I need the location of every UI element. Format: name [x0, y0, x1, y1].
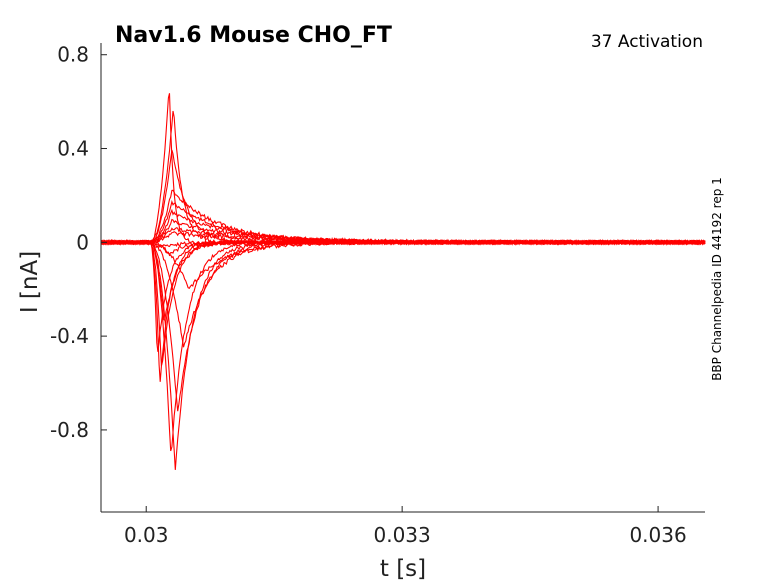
x-tick-group: 0.03 0.033 0.036	[124, 506, 687, 547]
channelpedia-id-label: BBP Channelpedia ID 44192 rep 1	[710, 177, 724, 381]
current-trace	[100, 239, 706, 452]
current-trace	[100, 149, 706, 246]
y-tick-label: 0.8	[57, 43, 89, 67]
x-axis-label: t [s]	[380, 556, 426, 582]
trace-group	[100, 93, 706, 470]
current-trace	[100, 239, 706, 366]
y-tick-group: 0.8 0.4 0 -0.4 -0.8	[50, 43, 107, 442]
y-tick-label: -0.4	[50, 324, 89, 348]
current-trace	[100, 238, 706, 412]
protocol-label: 37 Activation	[591, 32, 703, 52]
y-axis-label: I [nA]	[17, 251, 43, 313]
current-trace	[100, 239, 706, 322]
current-trace	[100, 239, 706, 382]
y-tick-label: 0	[76, 230, 89, 254]
current-trace	[100, 238, 706, 470]
x-tick-label: 0.03	[124, 523, 169, 547]
x-tick-label: 0.033	[374, 523, 431, 547]
current-trace	[100, 238, 706, 352]
x-tick-label: 0.036	[629, 523, 686, 547]
y-tick-label: 0.4	[57, 137, 89, 161]
current-trace	[100, 110, 706, 246]
chart-title: Nav1.6 Mouse CHO_FT	[115, 23, 392, 48]
current-trace	[100, 231, 706, 246]
y-tick-label: -0.8	[50, 418, 89, 442]
